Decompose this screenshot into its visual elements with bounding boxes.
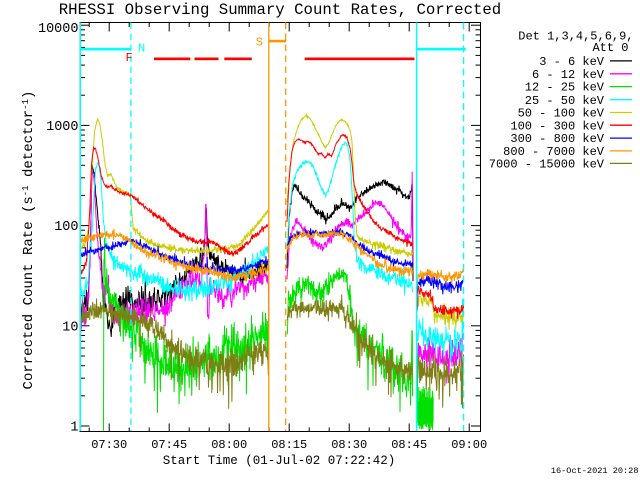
svg-text:3 - 6 keV: 3 - 6 keV bbox=[539, 55, 605, 69]
svg-text:RHESSI Observing Summary Count: RHESSI Observing Summary Count Rates, Co… bbox=[59, 1, 501, 19]
svg-text:6 - 12 keV: 6 - 12 keV bbox=[532, 68, 605, 82]
svg-text:08:00: 08:00 bbox=[211, 438, 247, 452]
svg-text:100 - 300 keV: 100 - 300 keV bbox=[510, 119, 604, 133]
svg-text:09:00: 09:00 bbox=[451, 438, 487, 452]
svg-text:08:30: 08:30 bbox=[331, 438, 367, 452]
svg-text:Start Time (01-Jul-02 07:22:42: Start Time (01-Jul-02 07:22:42) bbox=[163, 454, 396, 468]
svg-text:08:15: 08:15 bbox=[271, 438, 307, 452]
svg-text:Corrected Count Rate (s-1 dete: Corrected Count Rate (s-1 detector-1) bbox=[21, 91, 37, 390]
svg-text:Det 1,3,4,5,6,9,: Det 1,3,4,5,6,9, bbox=[518, 30, 633, 44]
svg-text:800 - 7000 keV: 800 - 7000 keV bbox=[503, 145, 605, 159]
svg-text:N: N bbox=[138, 41, 145, 55]
svg-text:07:30: 07:30 bbox=[91, 438, 127, 452]
svg-text:12 - 25 keV: 12 - 25 keV bbox=[525, 81, 605, 95]
svg-text:10: 10 bbox=[62, 320, 78, 335]
svg-text:F: F bbox=[126, 51, 133, 65]
svg-text:10000: 10000 bbox=[38, 22, 79, 37]
svg-text:1000: 1000 bbox=[46, 120, 78, 135]
svg-text:16-Oct-2021 20:28: 16-Oct-2021 20:28 bbox=[551, 466, 639, 476]
svg-text:300 - 800 keV: 300 - 800 keV bbox=[510, 132, 604, 146]
svg-text:07:45: 07:45 bbox=[151, 438, 187, 452]
svg-text:7000 - 15000 keV: 7000 - 15000 keV bbox=[489, 158, 605, 172]
svg-text:1: 1 bbox=[70, 421, 78, 436]
svg-text:50 - 100 keV: 50 - 100 keV bbox=[518, 107, 605, 121]
svg-text:S: S bbox=[256, 35, 263, 49]
svg-text:08:45: 08:45 bbox=[391, 438, 427, 452]
svg-text:25 - 50 keV: 25 - 50 keV bbox=[525, 94, 605, 108]
svg-text:100: 100 bbox=[54, 220, 78, 235]
svg-text:Att 0: Att 0 bbox=[592, 41, 628, 55]
